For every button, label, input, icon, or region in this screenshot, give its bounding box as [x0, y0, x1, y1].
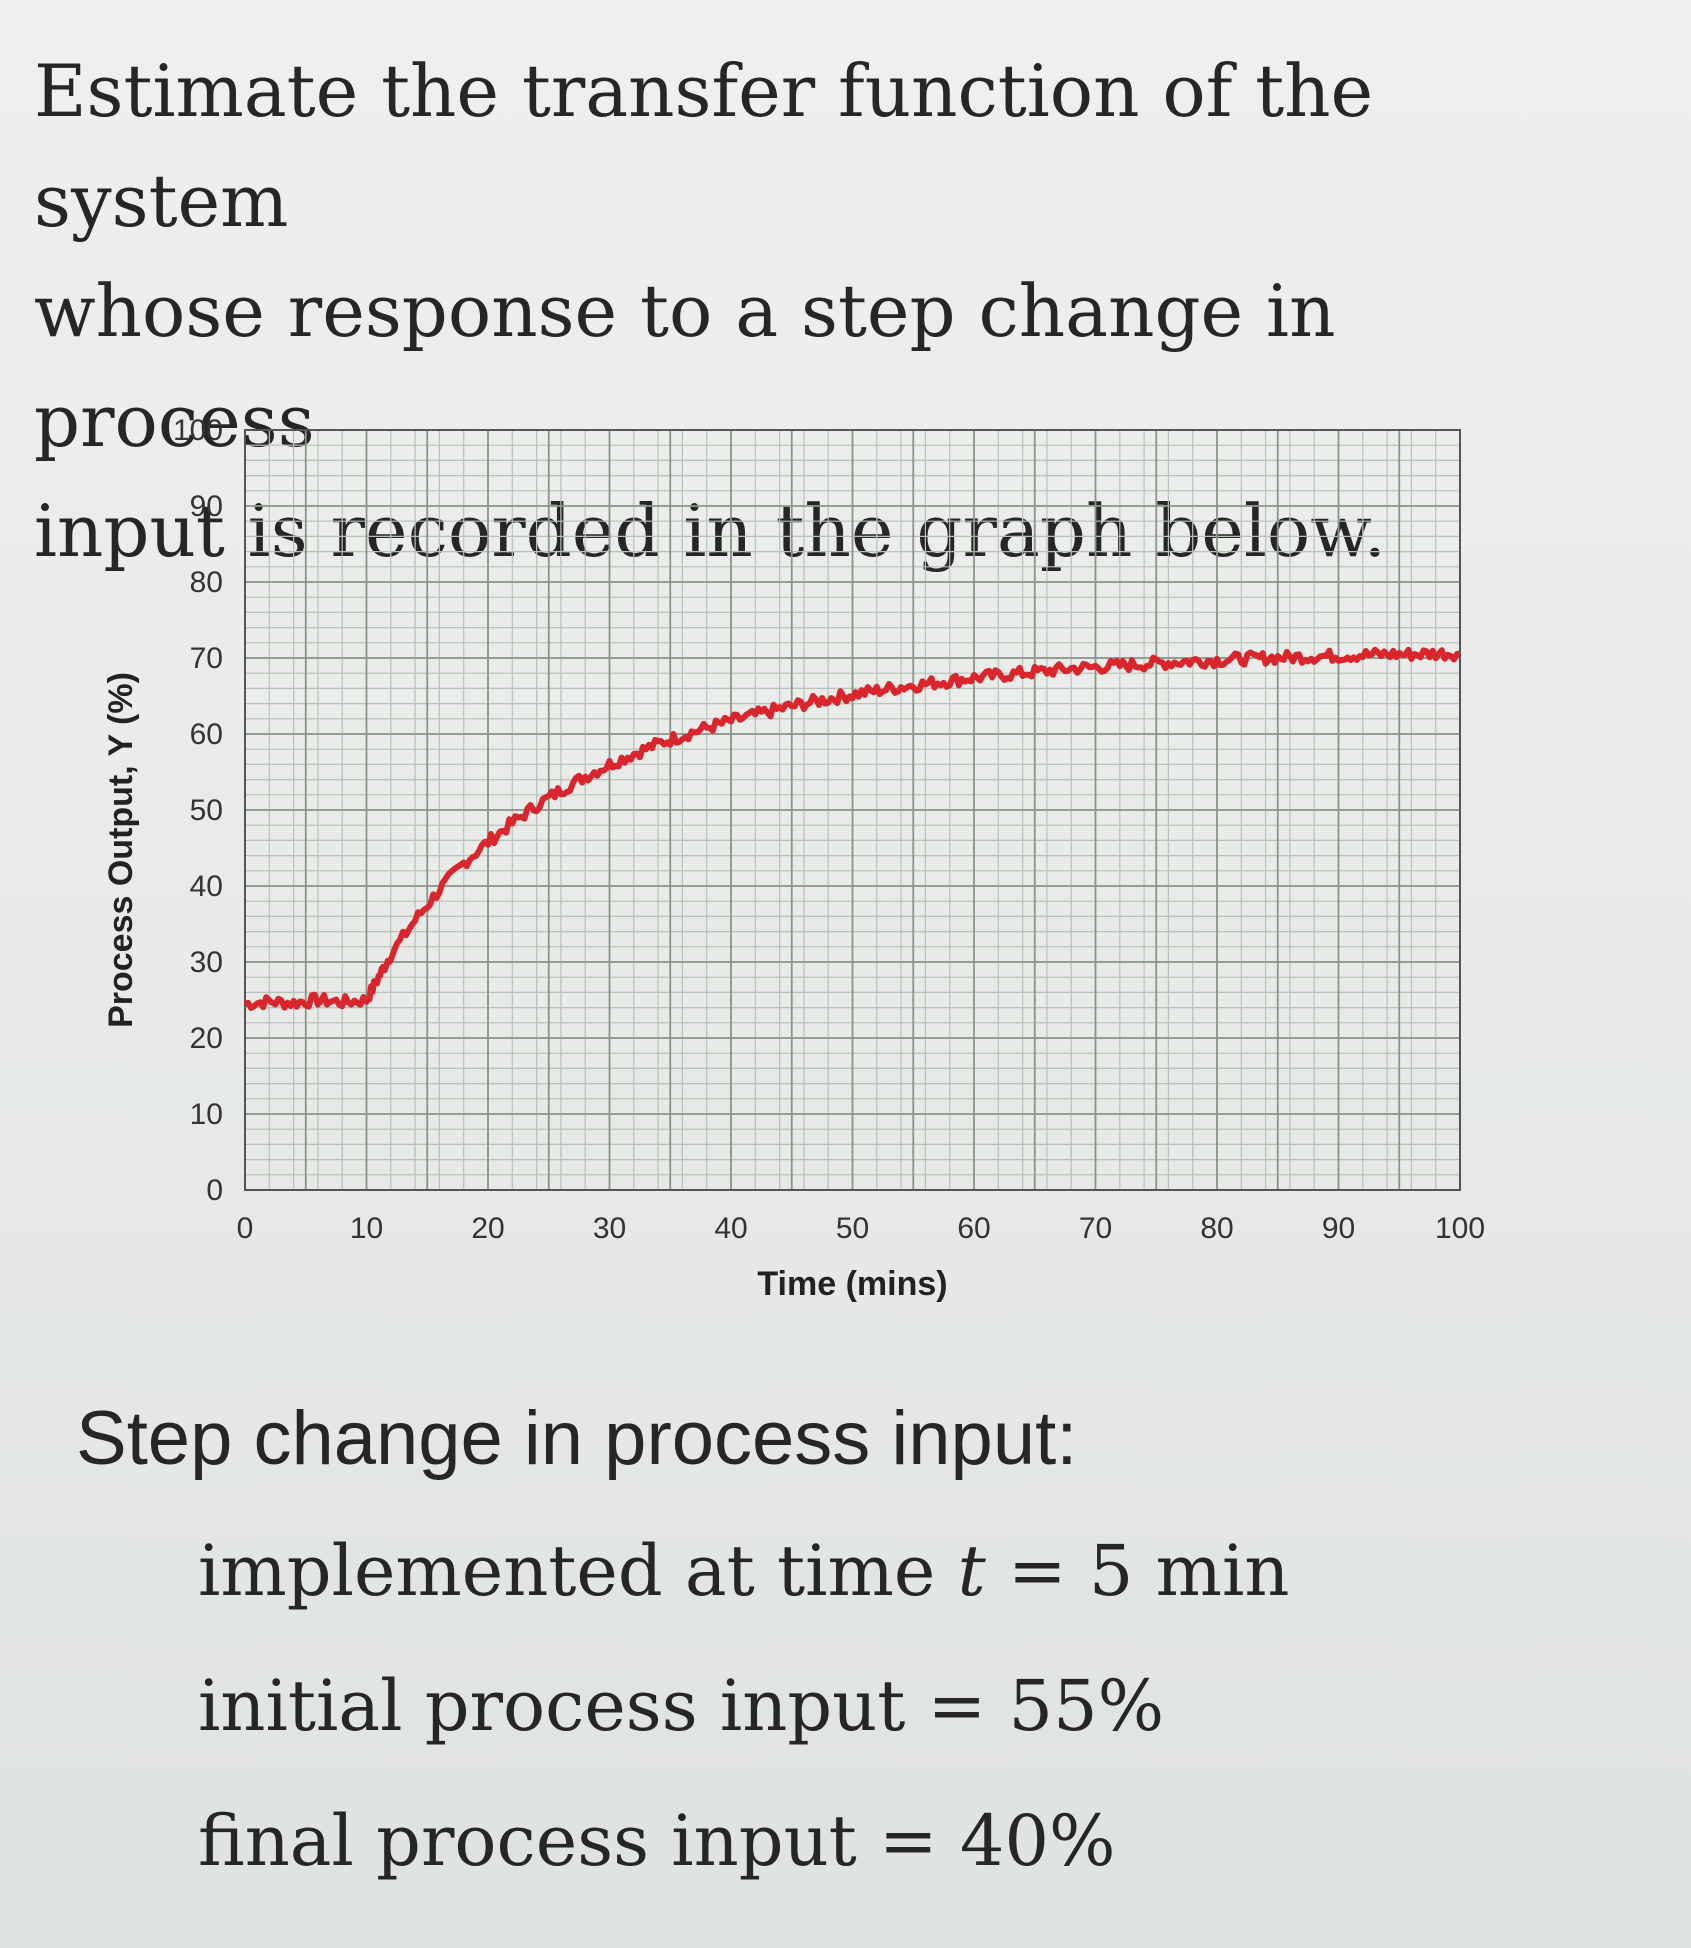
step-time-pre: implemented at time: [198, 1530, 958, 1612]
question-line-1: Estimate the transfer function of the sy…: [34, 49, 1374, 243]
x-tick-label: 60: [957, 1212, 990, 1245]
plot-border: [244, 429, 1461, 1191]
y-tick-label: 100: [173, 414, 223, 447]
y-tick-label: 30: [190, 946, 223, 979]
x-tick-label: 50: [836, 1212, 869, 1245]
final-input-line: final process input = 40%: [198, 1800, 1116, 1882]
y-tick-label: 90: [190, 490, 223, 523]
y-tick-label: 60: [190, 718, 223, 751]
x-tick-labels: 0 10 20 30 40 50 60 70 80 90 100: [237, 1212, 1485, 1245]
x-tick-label: 80: [1200, 1212, 1233, 1245]
question-line-3: input is recorded in the graph below.: [34, 489, 1387, 573]
grid-major: [244, 429, 1461, 1191]
step-time-post: = 5 min: [985, 1530, 1290, 1612]
series-line-process-output: [243, 646, 1461, 1011]
step-time-var: t: [957, 1530, 986, 1612]
x-tick-label: 10: [350, 1212, 383, 1245]
x-tick-label: 0: [237, 1212, 254, 1245]
x-tick-label: 70: [1079, 1212, 1112, 1245]
x-tick-label: 100: [1435, 1212, 1485, 1245]
step-heading: Step change in process input:: [76, 1396, 1078, 1481]
y-tick-label: 50: [190, 794, 223, 827]
x-tick-label: 20: [471, 1212, 504, 1245]
x-axis-title: Time (mins): [757, 1265, 947, 1303]
y-tick-labels: 0 10 20 30 40 50 60 70 80 90 100: [173, 414, 223, 1207]
initial-input-line: initial process input = 55%: [198, 1665, 1165, 1747]
y-tick-label: 70: [190, 642, 223, 675]
question-text: Estimate the transfer function of the sy…: [34, 36, 1594, 586]
y-tick-label: 20: [190, 1022, 223, 1055]
x-tick-label: 40: [714, 1212, 747, 1245]
y-tick-label: 0: [206, 1174, 223, 1207]
y-tick-label: 10: [190, 1098, 223, 1131]
x-tick-label: 30: [593, 1212, 626, 1245]
step-time-line: implemented at time t = 5 min: [198, 1530, 1290, 1612]
question-line-2: whose response to a step change in proce…: [34, 269, 1336, 463]
chart-svg: 0 10 20 30 40 50 60 70 80 90 100 0 10 20 30 40 50 60 70 80…: [102, 414, 1485, 1303]
y-tick-label: 80: [190, 566, 223, 599]
y-tick-label: 40: [190, 870, 223, 903]
y-axis-title: Process Output, Y (%): [102, 672, 140, 1028]
x-tick-label: 90: [1322, 1212, 1355, 1245]
step-response-chart: 0 10 20 30 40 50 60 70 80 90 100 0 10 20 30 40 50 60 70 80…: [0, 400, 1691, 1350]
